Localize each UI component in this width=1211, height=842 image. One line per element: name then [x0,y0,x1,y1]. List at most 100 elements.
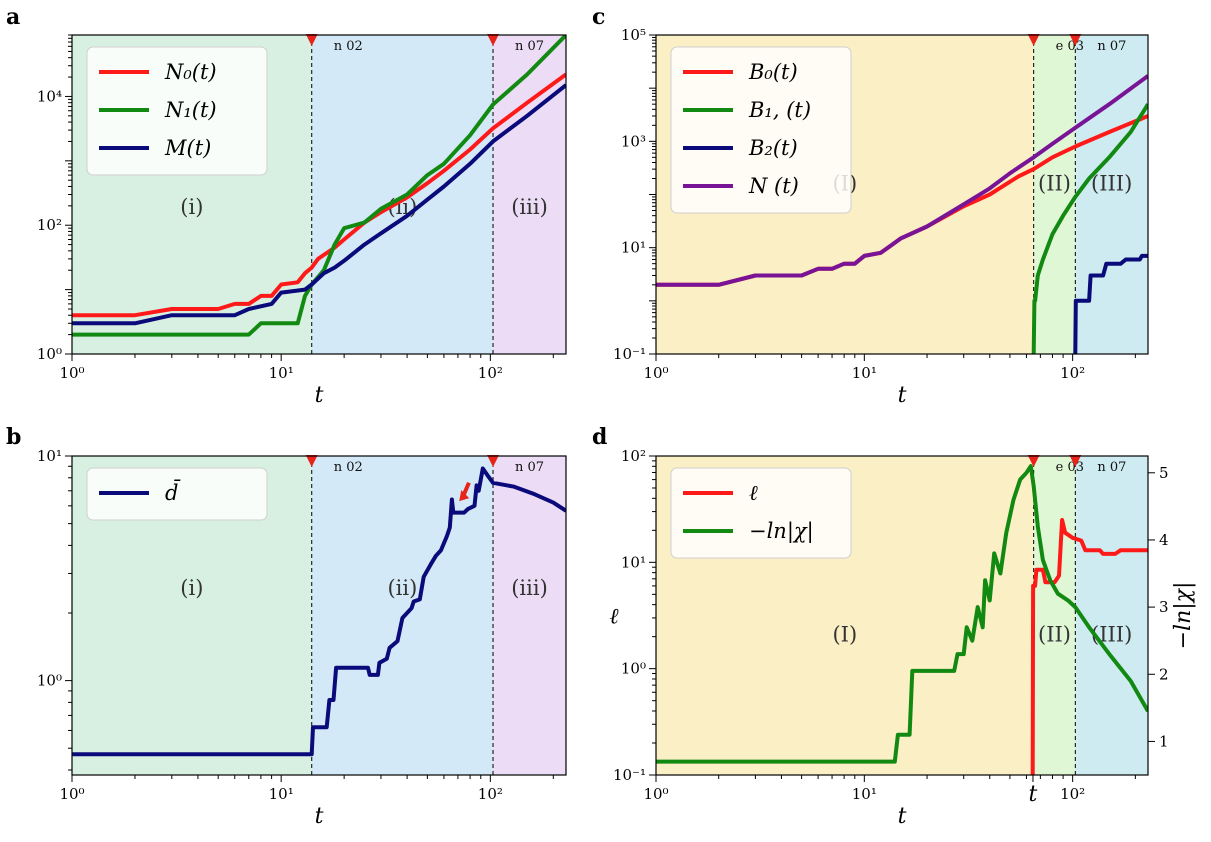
panel-letter-c: c [592,4,605,30]
series-line [1073,253,1148,354]
legend-label: B₁, (t) [748,98,811,122]
chart-panels: (i) (ii) (iii) n 02 n 07 10⁰ 10¹ 10² t 10⁰ 10² 10⁴ N… [37,26,1196,829]
plot-frame [655,455,1149,776]
region-band [1033,456,1076,775]
x-extra-tick-label: t [1029,782,1038,807]
legend-label: M(t) [164,136,211,160]
legend-box [670,46,852,214]
region-label: (iii) [511,195,548,219]
legend-box [86,467,268,521]
region-label: (i) [180,576,203,600]
y2-tick-label: 4 [1159,531,1169,549]
y2-axis-label: −ln|χ| [1171,582,1196,650]
legend-box [86,46,268,176]
marker-triangle-icon [487,455,500,467]
series-line [1031,103,1148,354]
marker-triangle-icon [1069,34,1082,46]
legend-label: ℓ [749,481,758,505]
x-axis-label: t [315,383,324,408]
y2-tick-label: 1 [1159,732,1169,750]
series-line [72,83,566,326]
legend-label: N₁(t) [164,98,217,122]
marker-triangle-icon [487,34,500,46]
region-label: (III) [1091,623,1132,647]
plot-frame [71,455,567,776]
series-line [72,72,566,318]
x-tick-label: 10² [1060,364,1085,382]
x-tick-label: 10² [478,364,503,382]
series-line [72,466,566,757]
marker-label: n 07 [515,39,544,54]
region-band [493,456,566,775]
x-axis-label: t [315,804,324,829]
y-tick-label: 10² [37,216,62,234]
y-tick-label: 10⁴ [37,87,62,105]
legend-label: B₂(t) [748,136,798,160]
y-tick-label: 10¹ [37,447,62,465]
marker-triangle-icon [305,34,318,46]
x-tick-label: 10⁰ [59,364,84,382]
region-band [311,35,494,354]
region-label: (II) [1038,623,1071,647]
marker-triangle-icon [1069,455,1082,467]
y-tick-label: 10² [621,447,646,465]
x-axis-label: t [898,383,907,408]
region-band [1075,456,1148,775]
legend-box [670,467,852,559]
x-tick-label: 10¹ [269,364,294,382]
region-band [1033,35,1076,354]
marker-label: n 07 [1097,39,1126,54]
series-group [72,466,566,757]
legend: d̄ [86,467,268,521]
marker-label: e 03 [1056,460,1084,475]
series-line [656,464,1148,764]
series-group [656,74,1148,354]
region-label: (iii) [511,576,548,600]
y-tick-label: 10⁻¹ [613,345,646,363]
chart-panel-b: (i) (ii) (iii) n 02 n 07 10⁰ 10¹ 10² t 10⁰ 10¹ d̄ [37,447,567,829]
legend-label: N (t) [748,174,799,198]
marker-triangle-icon [1027,34,1040,46]
marker-triangle-icon [305,455,318,467]
x-tick-label: 10² [478,785,503,803]
y-tick-label: 10¹ [621,239,646,257]
region-label: (II) [1038,171,1071,195]
legend-label: N₀(t) [164,60,217,84]
region-label: (III) [1091,171,1132,195]
y-tick-label: 10⁻¹ [613,766,646,784]
series-line [72,35,566,337]
panel-letter-d: d [592,424,607,450]
x-tick-label: 10¹ [852,364,877,382]
marker-label: n 02 [334,460,363,475]
y-tick-label: 10⁰ [621,660,646,678]
x-tick-label: 10⁰ [59,785,84,803]
y2-tick-label: 3 [1159,598,1169,616]
chart-panel-c: (I)(II)(III)e 03n 0710⁰10¹10²t10⁻¹10¹10³… [613,26,1149,408]
marker-label: n 02 [334,39,363,54]
legend: ℓ −ln|χ| [670,467,852,559]
series-group [656,464,1148,775]
series-line [1030,518,1148,775]
y2-tick-label: 2 [1159,665,1169,683]
x-tick-label: 10¹ [269,785,294,803]
legend-label: d̄ [165,479,181,505]
y-tick-label: 10³ [621,132,646,150]
legend: B₀(t) B₁, (t) B₂(t) N (t) [670,46,852,214]
y-tick-label: 10⁵ [621,26,646,44]
x-tick-label: 10⁰ [643,364,668,382]
marker-label: n 07 [1097,460,1126,475]
panel-letter-b: b [6,424,21,450]
region-label: (i) [180,195,203,219]
region-label: (I) [832,623,857,647]
region-label: (ii) [387,576,417,600]
y-tick-label: 10⁰ [37,672,62,690]
marker-triangle-icon [1027,455,1040,467]
series-group [72,35,566,337]
annotation-arrow-head-icon [459,490,470,502]
y-axis-label: ℓ [609,605,619,630]
x-axis-label: t [898,804,907,829]
region-band [493,35,566,354]
